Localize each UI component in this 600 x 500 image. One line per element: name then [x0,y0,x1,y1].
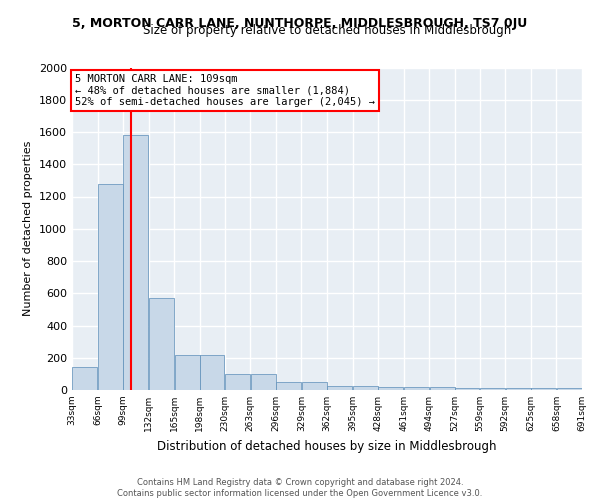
Bar [480,388,505,390]
Text: 5 MORTON CARR LANE: 109sqm
← 48% of detached houses are smaller (1,884)
52% of s: 5 MORTON CARR LANE: 109sqm ← 48% of deta… [75,74,375,107]
Bar [225,374,250,390]
Bar [404,387,429,390]
Bar [430,387,455,390]
Bar [506,388,530,390]
Bar [531,388,556,390]
Bar [251,374,275,390]
Bar [302,382,327,390]
Bar [72,368,97,390]
Text: Contains HM Land Registry data © Crown copyright and database right 2024.
Contai: Contains HM Land Registry data © Crown c… [118,478,482,498]
Y-axis label: Number of detached properties: Number of detached properties [23,141,34,316]
Title: Size of property relative to detached houses in Middlesbrough: Size of property relative to detached ho… [143,24,511,37]
Bar [124,135,148,390]
Bar [455,388,479,390]
Bar [353,386,378,390]
Bar [149,298,174,390]
Bar [98,184,123,390]
Bar [276,382,301,390]
Bar [379,387,403,390]
Bar [175,356,200,390]
Bar [327,386,352,390]
Bar [557,388,582,390]
X-axis label: Distribution of detached houses by size in Middlesbrough: Distribution of detached houses by size … [157,440,497,452]
Bar [200,356,224,390]
Text: 5, MORTON CARR LANE, NUNTHORPE, MIDDLESBROUGH, TS7 0JU: 5, MORTON CARR LANE, NUNTHORPE, MIDDLESB… [73,18,527,30]
